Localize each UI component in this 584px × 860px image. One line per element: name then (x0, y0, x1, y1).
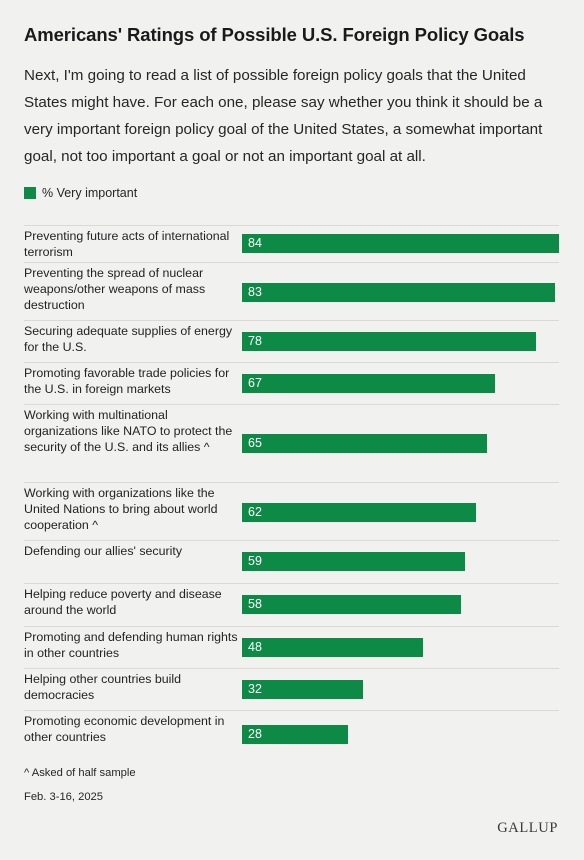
legend-swatch (24, 187, 36, 199)
category-label: Securing adequate supplies of energy for… (24, 324, 233, 354)
bar-value-label: 32 (248, 682, 262, 696)
chart-row: Working with organizations like the Unit… (24, 482, 559, 541)
bar: 78 (242, 332, 536, 351)
gallup-logo: GALLUP (497, 820, 558, 836)
chart-row: Helping reduce poverty and disease aroun… (24, 583, 559, 627)
footnote: ^ Asked of half sample (24, 767, 136, 779)
chart-row: Preventing the spread of nuclear weapons… (24, 262, 559, 321)
bar: 67 (242, 374, 495, 393)
bar-value-label: 58 (248, 597, 262, 611)
category-label: Working with multinational organizations… (24, 408, 233, 454)
category-label: Promoting and defending human rights in … (24, 630, 238, 660)
chart-title: Americans' Ratings of Possible U.S. Fore… (24, 24, 525, 45)
category-label: Promoting economic development in other … (24, 714, 225, 744)
chart-row: Working with multinational organizations… (24, 404, 559, 483)
chart-row: Promoting and defending human rights in … (24, 626, 559, 669)
chart-row: Defending our allies' security 59 (24, 540, 559, 584)
bar-value-label: 78 (248, 334, 262, 348)
chart-row: Helping other countries build democracie… (24, 668, 559, 711)
bar: 65 (242, 434, 487, 453)
legend-label: % Very important (42, 186, 138, 200)
category-label: Helping reduce poverty and disease aroun… (24, 587, 222, 617)
bar: 48 (242, 638, 423, 657)
category-label: Defending our allies' security (24, 544, 183, 558)
bar-value-label: 28 (248, 727, 262, 741)
category-label: Promoting favorable trade policies for t… (24, 366, 230, 396)
chart-row: Promoting economic development in other … (24, 710, 559, 759)
bar: 59 (242, 552, 465, 571)
bar-value-label: 62 (248, 505, 262, 519)
survey-date: Feb. 3-16, 2025 (24, 791, 103, 803)
bar-value-label: 84 (248, 236, 262, 250)
bar-value-label: 48 (248, 640, 262, 654)
bar-value-label: 65 (248, 436, 262, 450)
chart-subtitle: Next, I'm going to read a list of possib… (24, 67, 543, 165)
chart-row: Securing adequate supplies of energy for… (24, 320, 559, 363)
chart-row: Promoting favorable trade policies for t… (24, 362, 559, 405)
legend: % Very important (24, 186, 137, 200)
category-label: Preventing the spread of nuclear weapons… (24, 266, 206, 312)
bar: 32 (242, 680, 363, 699)
category-label: Preventing future acts of international … (24, 229, 230, 259)
bar-value-label: 67 (248, 376, 262, 390)
chart-row: Preventing future acts of international … (24, 225, 559, 263)
bar: 58 (242, 595, 461, 614)
bar: 62 (242, 503, 476, 522)
category-label: Helping other countries build democracie… (24, 672, 182, 702)
bar-value-label: 59 (248, 554, 262, 568)
bar: 83 (242, 283, 555, 302)
category-label: Working with organizations like the Unit… (24, 486, 218, 532)
bar-value-label: 83 (248, 285, 262, 299)
bar: 28 (242, 725, 348, 744)
bar: 84 (242, 234, 559, 253)
